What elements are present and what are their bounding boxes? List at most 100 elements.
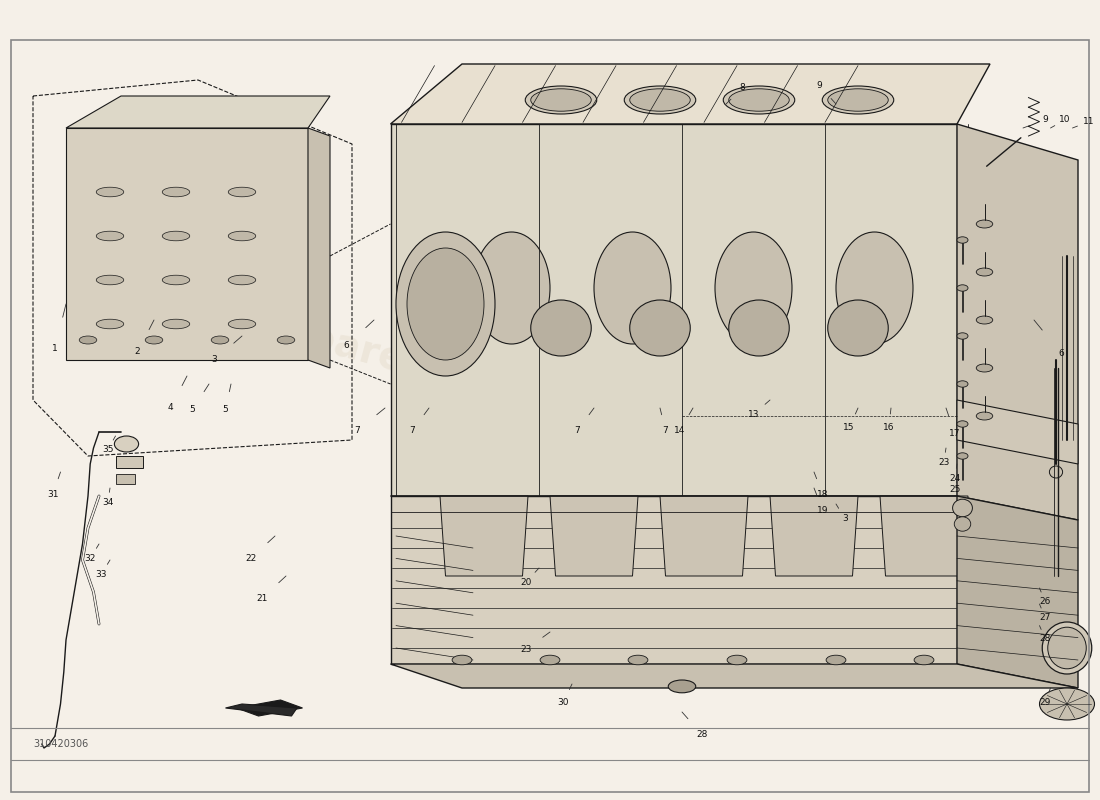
Text: 1: 1: [52, 343, 58, 353]
Polygon shape: [236, 700, 302, 716]
Text: 18: 18: [817, 490, 828, 499]
Ellipse shape: [957, 285, 968, 291]
Text: 14: 14: [674, 426, 685, 435]
Text: 31: 31: [47, 490, 58, 499]
Polygon shape: [66, 128, 308, 360]
Ellipse shape: [827, 89, 889, 111]
Polygon shape: [390, 496, 957, 664]
Ellipse shape: [407, 248, 484, 360]
Text: 29: 29: [1040, 698, 1050, 707]
Text: 5: 5: [189, 405, 196, 414]
Ellipse shape: [628, 655, 648, 665]
Ellipse shape: [229, 187, 255, 197]
Text: 23: 23: [938, 458, 949, 467]
Ellipse shape: [957, 381, 968, 387]
Text: 23: 23: [520, 645, 531, 654]
Polygon shape: [390, 664, 1078, 688]
Text: 25: 25: [949, 485, 960, 494]
Ellipse shape: [715, 232, 792, 344]
Text: 7: 7: [662, 426, 669, 435]
Text: 9: 9: [816, 81, 823, 90]
Ellipse shape: [914, 655, 934, 665]
Text: 3: 3: [842, 514, 848, 523]
Ellipse shape: [728, 300, 789, 356]
Ellipse shape: [977, 268, 992, 276]
Ellipse shape: [114, 436, 139, 452]
Text: 15: 15: [844, 423, 855, 433]
Ellipse shape: [629, 89, 691, 111]
Polygon shape: [440, 496, 528, 576]
Text: 20: 20: [520, 578, 531, 587]
Text: 9: 9: [1042, 115, 1048, 125]
Polygon shape: [957, 496, 1078, 688]
Text: 28: 28: [696, 730, 707, 739]
Text: 24: 24: [949, 474, 960, 483]
Polygon shape: [880, 496, 968, 576]
Text: 11: 11: [1084, 117, 1094, 126]
Text: 17: 17: [949, 429, 960, 438]
Ellipse shape: [540, 655, 560, 665]
Text: 28: 28: [1040, 634, 1050, 643]
Ellipse shape: [1043, 622, 1091, 674]
Ellipse shape: [826, 655, 846, 665]
Text: 7: 7: [409, 426, 416, 435]
Text: 13: 13: [748, 410, 759, 419]
Polygon shape: [390, 124, 957, 496]
Ellipse shape: [530, 89, 592, 111]
Text: 3: 3: [211, 355, 218, 365]
Ellipse shape: [163, 319, 189, 329]
Ellipse shape: [629, 300, 691, 356]
Bar: [116, 474, 135, 484]
Text: 6: 6: [343, 341, 350, 350]
Ellipse shape: [229, 319, 255, 329]
Ellipse shape: [145, 336, 163, 344]
Ellipse shape: [1047, 627, 1087, 669]
Ellipse shape: [727, 655, 747, 665]
Text: 26: 26: [1040, 597, 1050, 606]
Text: 21: 21: [256, 594, 267, 603]
Polygon shape: [308, 128, 330, 368]
Polygon shape: [770, 496, 858, 576]
Text: 7: 7: [354, 426, 361, 435]
Text: 310420306: 310420306: [33, 739, 88, 749]
Ellipse shape: [669, 680, 695, 693]
Ellipse shape: [211, 336, 229, 344]
Text: 10: 10: [1059, 115, 1070, 125]
Text: 30: 30: [558, 698, 569, 707]
Ellipse shape: [625, 86, 695, 114]
Ellipse shape: [396, 232, 495, 376]
Text: 4: 4: [167, 403, 174, 413]
Text: 22: 22: [245, 554, 256, 563]
Ellipse shape: [163, 187, 189, 197]
Text: 5: 5: [222, 405, 229, 414]
Text: 6: 6: [1058, 349, 1065, 358]
Polygon shape: [550, 496, 638, 576]
Text: 8: 8: [739, 83, 746, 93]
Text: 19: 19: [817, 506, 828, 515]
Ellipse shape: [957, 237, 968, 243]
Ellipse shape: [957, 453, 968, 459]
Ellipse shape: [953, 499, 972, 517]
Ellipse shape: [836, 232, 913, 344]
Ellipse shape: [163, 231, 189, 241]
Text: 16: 16: [883, 423, 894, 433]
Ellipse shape: [977, 220, 992, 228]
Ellipse shape: [229, 231, 255, 241]
Text: 2: 2: [134, 347, 141, 357]
Text: 35: 35: [102, 445, 113, 454]
Ellipse shape: [957, 421, 968, 427]
Ellipse shape: [728, 89, 789, 111]
Text: 34: 34: [102, 498, 113, 507]
Ellipse shape: [1049, 466, 1063, 478]
Ellipse shape: [473, 232, 550, 344]
Ellipse shape: [277, 336, 295, 344]
Polygon shape: [390, 64, 990, 124]
Ellipse shape: [955, 517, 970, 531]
Polygon shape: [660, 496, 748, 576]
Text: 27: 27: [1040, 613, 1050, 622]
Bar: [116, 456, 143, 468]
Ellipse shape: [823, 86, 893, 114]
Text: 33: 33: [96, 570, 107, 579]
Ellipse shape: [723, 86, 794, 114]
Ellipse shape: [827, 300, 889, 356]
